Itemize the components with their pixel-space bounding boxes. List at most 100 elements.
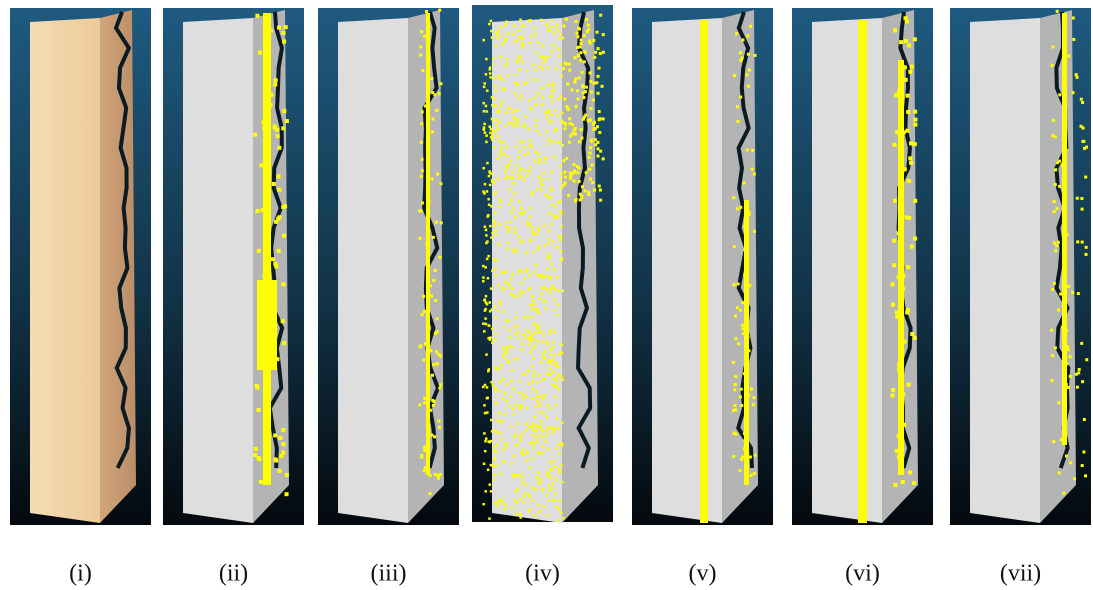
highlight [514,109,517,112]
highlight [482,276,485,279]
highlight [531,295,534,298]
highlight [555,68,558,71]
highlight [895,130,899,134]
highlight [491,180,494,183]
highlight [590,107,593,110]
highlight [536,391,539,394]
highlight [522,448,525,451]
highlight [549,353,552,356]
highlight [529,222,532,225]
highlight [496,118,499,121]
highlight [1065,383,1068,386]
highlight [436,317,439,320]
highlight [427,394,430,397]
highlight [284,25,288,29]
highlight [524,484,527,487]
highlight [559,200,562,203]
highlight [549,329,552,332]
highlight [533,159,536,162]
highlight [909,141,913,145]
highlight [525,423,528,426]
highlight [543,430,546,433]
highlight [752,403,755,406]
highlight [529,240,532,243]
highlight [907,43,911,47]
highlight [494,212,497,215]
highlight [558,443,561,446]
highlight [557,303,560,306]
highlight [423,310,426,313]
highlight [517,337,520,340]
highlight [510,425,513,428]
highlight [581,185,584,188]
highlight [495,259,498,262]
highlight [562,378,565,381]
highlight [486,397,489,400]
highlight [427,430,430,433]
highlight [503,153,506,156]
highlight [532,357,535,360]
highlight [534,151,537,154]
highlight [438,92,441,95]
highlight [539,133,542,136]
highlight [700,20,708,523]
highlight [514,434,517,437]
highlight [427,307,430,310]
highlight [568,69,571,72]
highlight [739,206,742,209]
highlight [596,47,599,50]
highlight [512,475,515,478]
highlight [546,474,549,477]
highlight [537,312,540,315]
highlight [552,203,555,206]
highlight [554,396,557,399]
highlight [1069,461,1072,464]
highlight [583,34,586,37]
highlight [438,9,441,12]
highlight [502,326,505,329]
highlight [744,200,749,485]
highlight [534,405,537,408]
highlight [504,503,507,506]
highlight [528,170,531,173]
highlight [504,392,507,395]
highlight [530,35,533,38]
highlight [494,387,497,390]
highlight [494,45,497,48]
highlight [541,184,544,187]
highlight [901,480,905,484]
highlight [541,452,544,455]
highlight [598,185,601,188]
highlight [544,307,547,310]
highlight [498,30,501,33]
highlight [483,86,486,89]
highlight [558,427,561,430]
highlight [501,79,504,82]
highlight [512,207,515,210]
highlight [510,177,513,180]
highlight [495,229,498,232]
highlight [560,344,563,347]
highlight [544,60,547,63]
highlight [437,474,440,477]
highlight [736,306,739,309]
highlight [505,20,508,23]
highlight [535,324,538,327]
highlight [511,170,514,173]
highlight [528,508,531,511]
highlight [543,172,546,175]
highlight [492,120,495,123]
highlight [528,336,531,339]
highlight [494,268,497,271]
highlight [430,433,433,436]
highlight [277,249,281,253]
highlight [494,338,497,341]
highlight [491,36,494,39]
highlight [504,281,507,284]
highlight [907,216,911,220]
highlight [499,154,502,157]
highlight [260,285,264,289]
highlight [439,182,442,185]
highlight [1081,101,1084,104]
highlight [599,199,602,202]
